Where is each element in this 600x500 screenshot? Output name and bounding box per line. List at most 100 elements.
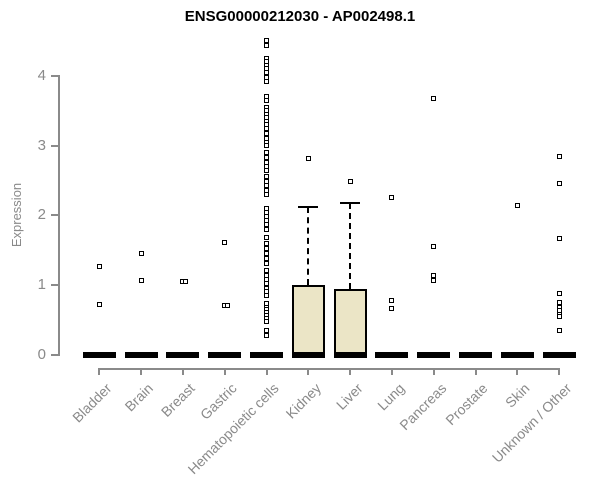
x-tick bbox=[558, 368, 561, 375]
x-tick bbox=[307, 368, 310, 375]
y-tick bbox=[51, 283, 58, 286]
outlier-point bbox=[264, 78, 269, 84]
whisker-cap bbox=[298, 205, 319, 208]
outlier-point bbox=[264, 191, 269, 197]
whisker-cap bbox=[340, 201, 361, 204]
outlier-point bbox=[264, 246, 269, 252]
outlier-point bbox=[138, 251, 144, 256]
outlier-point bbox=[264, 280, 269, 286]
whisker-line bbox=[349, 202, 352, 290]
outlier-point bbox=[556, 180, 562, 186]
outlier-point bbox=[389, 297, 395, 303]
x-tick bbox=[181, 368, 184, 375]
median-bar bbox=[82, 351, 116, 358]
outlier-point bbox=[183, 278, 189, 284]
box bbox=[333, 289, 367, 358]
outlier-point bbox=[431, 278, 437, 284]
outlier-point bbox=[264, 327, 269, 333]
outlier-point bbox=[264, 150, 269, 155]
outlier-point bbox=[222, 239, 228, 245]
median-bar bbox=[417, 351, 451, 358]
x-tick bbox=[265, 368, 268, 375]
outlier-point bbox=[305, 155, 311, 161]
median-bar bbox=[250, 351, 283, 358]
outlier-point bbox=[556, 154, 562, 160]
x-tick bbox=[140, 368, 143, 375]
outlier-point bbox=[138, 278, 144, 284]
outlier-point bbox=[264, 255, 269, 261]
outlier-point bbox=[264, 69, 269, 75]
median-bar bbox=[459, 351, 492, 358]
outlier-point bbox=[556, 291, 562, 297]
y-tick-label: 4 bbox=[37, 66, 46, 84]
y-tick-label: 3 bbox=[37, 136, 46, 154]
outlier-point bbox=[431, 96, 437, 102]
x-tick bbox=[516, 368, 519, 375]
y-tick-label: 0 bbox=[37, 345, 46, 363]
x-category-label: Skin bbox=[502, 380, 533, 411]
x-tick bbox=[223, 368, 226, 375]
outlier-point bbox=[264, 174, 269, 180]
y-tick bbox=[51, 353, 58, 356]
outlier-point bbox=[264, 154, 269, 160]
x-tick bbox=[390, 368, 393, 375]
x-tick bbox=[474, 368, 477, 375]
whisker-line bbox=[307, 206, 310, 285]
outlier-point bbox=[264, 333, 269, 339]
outlier-point bbox=[556, 313, 562, 319]
outlier-point bbox=[514, 202, 520, 208]
median-bar bbox=[375, 351, 409, 358]
outlier-point bbox=[96, 264, 102, 270]
x-category-label: Unknown / Other bbox=[488, 380, 575, 466]
outlier-point bbox=[96, 301, 102, 307]
x-category-label: Prostate bbox=[442, 380, 491, 429]
outlier-point bbox=[264, 125, 269, 131]
outlier-point bbox=[389, 306, 395, 312]
outlier-point bbox=[264, 261, 269, 267]
outlier-point bbox=[264, 292, 269, 298]
outlier-point bbox=[225, 303, 231, 309]
median-bar bbox=[124, 351, 158, 358]
outlier-point bbox=[264, 98, 269, 104]
outlier-point bbox=[556, 299, 562, 305]
x-tick bbox=[349, 368, 352, 375]
y-tick bbox=[51, 214, 58, 217]
x-category-label: Breast bbox=[158, 380, 199, 420]
y-tick-label: 1 bbox=[37, 275, 46, 293]
outlier-point bbox=[264, 251, 269, 256]
y-tick bbox=[51, 144, 58, 147]
outlier-point bbox=[264, 130, 269, 136]
x-axis-line bbox=[98, 368, 561, 370]
outlier-point bbox=[264, 318, 269, 324]
x-category-label: Bladder bbox=[69, 380, 115, 426]
outlier-point bbox=[264, 143, 269, 149]
outlier-point bbox=[347, 179, 353, 185]
outlier-point bbox=[556, 235, 562, 241]
outlier-point bbox=[556, 327, 562, 333]
outlier-point bbox=[431, 244, 437, 250]
y-axis-line bbox=[58, 74, 60, 357]
x-category-label: Brain bbox=[121, 380, 157, 415]
outlier-point bbox=[264, 37, 269, 43]
x-category-label: Kidney bbox=[282, 380, 324, 422]
y-tick bbox=[51, 74, 58, 77]
median-bar bbox=[542, 351, 576, 358]
x-tick bbox=[98, 368, 101, 375]
x-category-label: Lung bbox=[373, 380, 408, 414]
outlier-point bbox=[264, 43, 269, 49]
median-bar bbox=[291, 351, 325, 358]
box bbox=[291, 284, 325, 358]
median-bar bbox=[208, 351, 242, 358]
median-bar bbox=[166, 351, 200, 358]
chart-title: ENSG00000212030 - AP002498.1 bbox=[184, 8, 416, 25]
outlier-point bbox=[264, 234, 269, 240]
outlier-point bbox=[264, 226, 269, 232]
y-tick-label: 2 bbox=[37, 206, 46, 224]
outlier-point bbox=[389, 194, 395, 200]
median-bar bbox=[500, 351, 534, 358]
median-bar bbox=[333, 351, 367, 358]
outlier-point bbox=[264, 168, 269, 174]
outlier-point bbox=[431, 272, 437, 278]
x-tick bbox=[432, 368, 435, 375]
